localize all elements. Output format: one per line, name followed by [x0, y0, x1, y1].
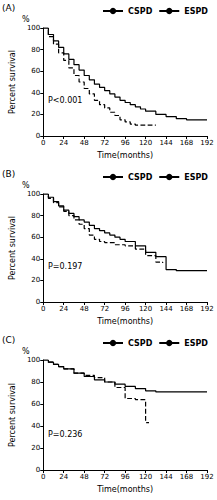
- svg-text:40: 40: [31, 89, 40, 97]
- svg-text:P<0.001: P<0.001: [48, 96, 82, 105]
- svg-text:0: 0: [41, 139, 45, 147]
- svg-text:100: 100: [27, 190, 40, 198]
- svg-text:(B): (B): [2, 169, 15, 179]
- svg-text:80: 80: [31, 378, 40, 386]
- svg-text:144: 144: [159, 473, 173, 481]
- svg-text:120: 120: [139, 473, 152, 481]
- svg-text:192: 192: [200, 139, 213, 147]
- svg-text:100: 100: [27, 24, 40, 32]
- svg-text:96: 96: [121, 305, 130, 313]
- svg-text:%: %: [22, 347, 30, 356]
- svg-text:60: 60: [31, 67, 40, 75]
- svg-text:48: 48: [80, 305, 89, 313]
- svg-text:72: 72: [100, 305, 109, 313]
- svg-text:20: 20: [31, 110, 40, 118]
- svg-text:60: 60: [31, 400, 40, 408]
- svg-text:P=0.197: P=0.197: [48, 262, 82, 271]
- svg-text:(C): (C): [2, 335, 15, 345]
- svg-text:144: 144: [159, 139, 173, 147]
- svg-text:144: 144: [159, 305, 173, 313]
- svg-text:72: 72: [100, 473, 109, 481]
- svg-text:%: %: [22, 181, 30, 190]
- svg-text:168: 168: [180, 305, 193, 313]
- svg-text:96: 96: [121, 139, 130, 147]
- svg-text:CSPD: CSPD: [128, 7, 153, 16]
- svg-text:Percent survival: Percent survival: [8, 216, 17, 280]
- svg-text:20: 20: [31, 444, 40, 452]
- svg-text:24: 24: [59, 473, 68, 481]
- svg-text:%: %: [22, 15, 30, 24]
- svg-text:0: 0: [41, 473, 45, 481]
- svg-text:40: 40: [31, 255, 40, 263]
- svg-text:80: 80: [31, 212, 40, 220]
- svg-text:CSPD: CSPD: [128, 339, 153, 348]
- svg-text:P=0.236: P=0.236: [48, 430, 82, 439]
- svg-text:0: 0: [41, 305, 45, 313]
- svg-text:Time(months): Time(months): [96, 485, 153, 494]
- svg-text:Time(months): Time(months): [96, 151, 153, 160]
- svg-text:CSPD: CSPD: [128, 173, 153, 182]
- svg-text:ESPD: ESPD: [184, 339, 208, 348]
- svg-text:168: 168: [180, 473, 193, 481]
- svg-text:60: 60: [31, 233, 40, 241]
- svg-text:120: 120: [139, 139, 152, 147]
- svg-text:100: 100: [27, 356, 40, 364]
- svg-text:48: 48: [80, 473, 89, 481]
- svg-text:0: 0: [36, 132, 40, 140]
- svg-text:Percent survival: Percent survival: [8, 50, 17, 114]
- svg-text:72: 72: [100, 139, 109, 147]
- svg-text:24: 24: [59, 305, 68, 313]
- svg-text:120: 120: [139, 305, 152, 313]
- svg-text:Time(months): Time(months): [96, 317, 153, 326]
- svg-text:ESPD: ESPD: [184, 7, 208, 16]
- svg-text:24: 24: [59, 139, 68, 147]
- svg-text:(A): (A): [2, 3, 15, 13]
- svg-text:192: 192: [200, 473, 213, 481]
- svg-text:ESPD: ESPD: [184, 173, 208, 182]
- svg-text:96: 96: [121, 473, 130, 481]
- svg-text:48: 48: [80, 139, 89, 147]
- svg-text:80: 80: [31, 46, 40, 54]
- svg-text:168: 168: [180, 139, 193, 147]
- svg-text:20: 20: [31, 276, 40, 284]
- svg-text:0: 0: [36, 466, 40, 474]
- svg-text:40: 40: [31, 422, 40, 430]
- svg-text:Percent survival: Percent survival: [8, 383, 17, 447]
- svg-text:192: 192: [200, 305, 213, 313]
- svg-text:0: 0: [36, 298, 40, 306]
